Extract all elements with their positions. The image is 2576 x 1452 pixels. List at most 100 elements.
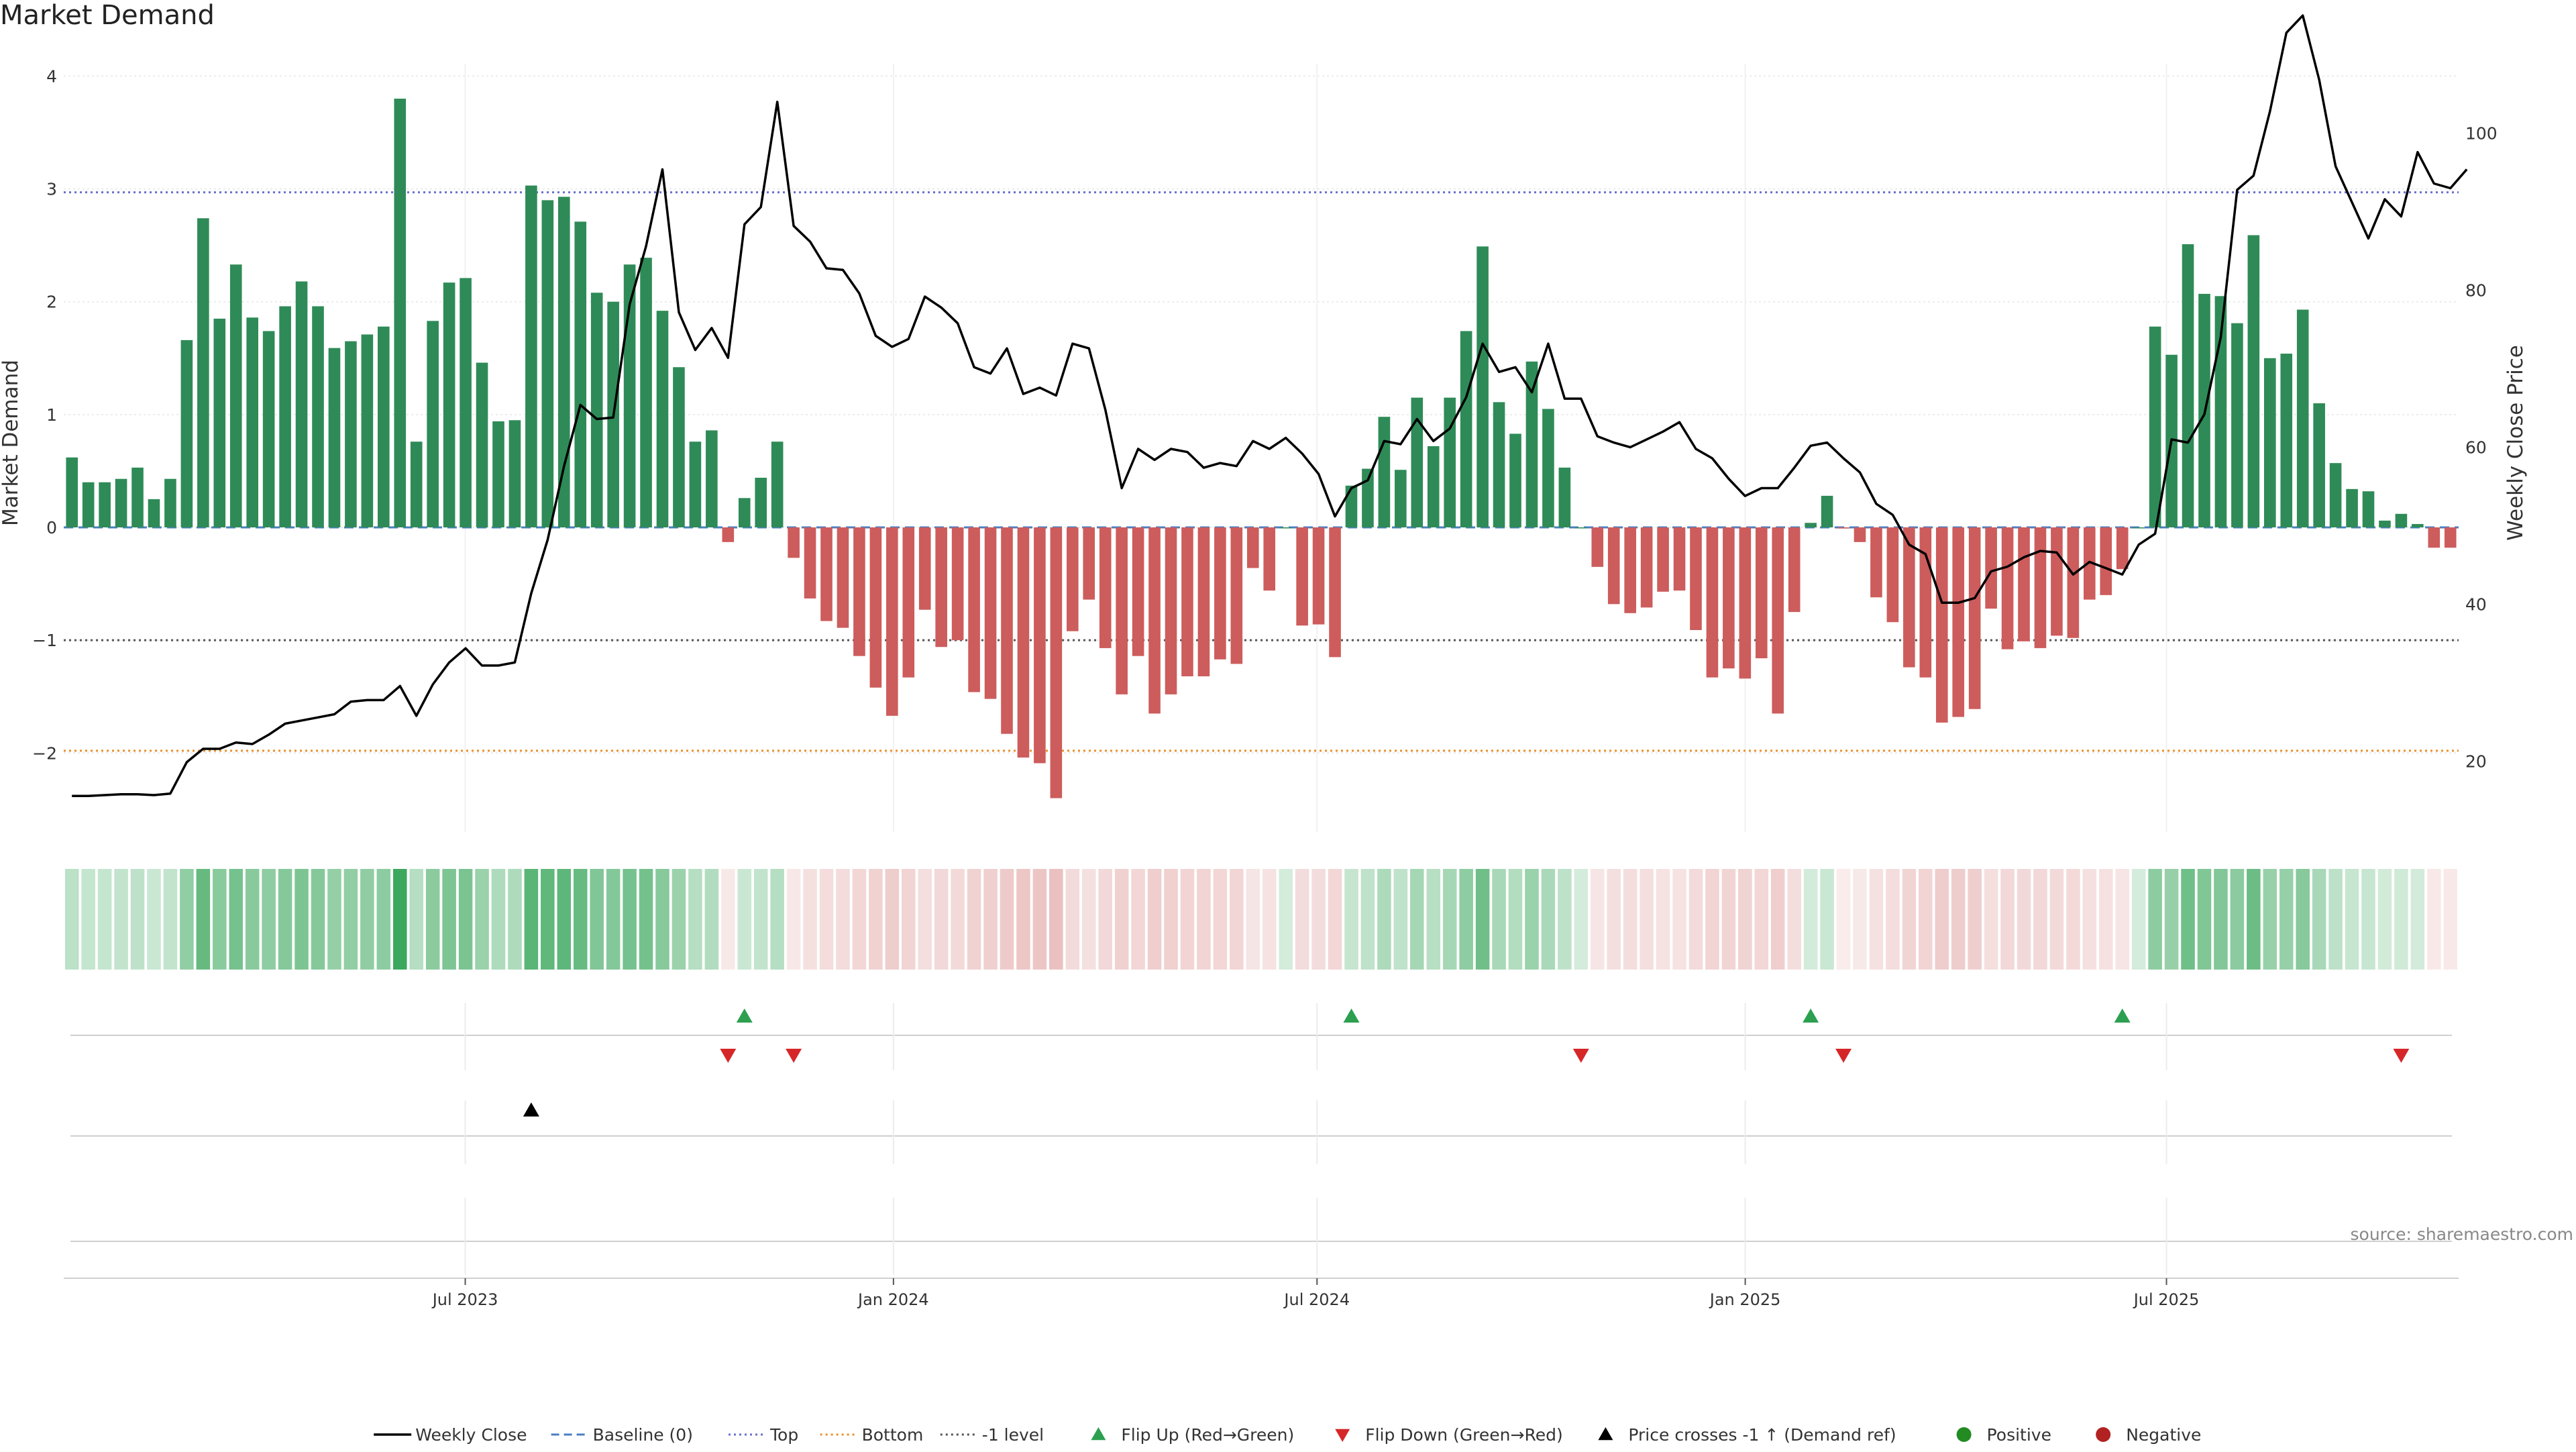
heat-cell xyxy=(2082,869,2097,970)
demand-bar xyxy=(590,293,603,527)
demand-bars xyxy=(66,99,2457,798)
heat-cell xyxy=(1426,869,1441,970)
flip-down-marker xyxy=(1572,1049,1589,1063)
demand-bar xyxy=(1640,527,1653,608)
heat-cell xyxy=(1754,869,1769,970)
demand-bar xyxy=(1575,527,1587,529)
x-tick-label: Jan 2025 xyxy=(1709,1290,1781,1309)
heat-cell xyxy=(836,869,850,970)
demand-bar xyxy=(2313,403,2325,527)
heat-cell xyxy=(2148,869,2162,970)
heat-cell xyxy=(2312,869,2326,970)
demand-bar xyxy=(1886,527,1899,623)
demand-bar xyxy=(902,527,915,678)
heat-cell xyxy=(2443,869,2458,970)
heat-cell xyxy=(2049,869,2064,970)
heat-cell xyxy=(704,869,719,970)
demand-bar xyxy=(1411,397,1424,527)
source-credit: source: sharemaestro.com xyxy=(2351,1225,2574,1244)
demand-bar xyxy=(1870,527,1882,598)
demand-bar xyxy=(2231,323,2243,527)
weekly-close-series xyxy=(72,14,2468,797)
legend-swatch-triangle-up xyxy=(1598,1427,1613,1441)
heat-cell xyxy=(934,869,949,970)
demand-bar xyxy=(1460,331,1472,527)
heat-cell xyxy=(2230,869,2245,970)
demand-bar xyxy=(345,341,357,527)
heat-cell xyxy=(2017,869,2031,970)
demand-bar xyxy=(886,527,898,716)
chart-title: Market Demand xyxy=(0,0,215,31)
heat-cell xyxy=(475,869,489,970)
demand-bar xyxy=(1050,527,1063,798)
x-tick-label: Jul 2024 xyxy=(1283,1290,1350,1309)
legend-label: Negative xyxy=(2126,1425,2201,1445)
demand-bar xyxy=(1378,417,1391,527)
heat-cell xyxy=(2263,869,2277,970)
y-tick-label: −1 xyxy=(32,631,57,650)
y-tick-label: 3 xyxy=(46,180,57,199)
demand-bar xyxy=(2346,488,2358,527)
demand-bar xyxy=(984,527,997,699)
demand-bar xyxy=(99,482,111,527)
heat-cell xyxy=(2296,869,2310,970)
heat-cell xyxy=(2427,869,2441,970)
demand-bar xyxy=(771,442,784,527)
demand-bar xyxy=(1854,527,1866,542)
demand-bar xyxy=(1312,527,1325,625)
x-tick-label: Jan 2024 xyxy=(857,1290,929,1309)
demand-bar xyxy=(1772,527,1784,714)
heat-cell xyxy=(458,869,473,970)
y2-tick-label: 40 xyxy=(2465,595,2487,615)
heat-cell xyxy=(983,869,998,970)
demand-bar xyxy=(295,281,308,527)
heat-cell xyxy=(360,869,374,970)
heat-cell xyxy=(1590,869,1605,970)
heat-cell xyxy=(951,869,965,970)
heat-cell xyxy=(2247,869,2261,970)
demand-bar xyxy=(115,478,127,527)
heat-cell xyxy=(918,869,932,970)
heat-cell xyxy=(2345,869,2359,970)
x-tick-label: Jul 2023 xyxy=(431,1290,498,1309)
demand-bar xyxy=(229,264,242,527)
demand-bar xyxy=(2034,527,2047,648)
y2-tick-label: 20 xyxy=(2465,752,2487,772)
heat-cell xyxy=(1770,869,1785,970)
heat-cell xyxy=(1787,869,1801,970)
demand-bar xyxy=(1739,527,1752,679)
legend-label: Baseline (0) xyxy=(593,1425,693,1445)
y-axis-label: Market Demand xyxy=(0,360,23,526)
heat-cell xyxy=(409,869,423,970)
demand-bar xyxy=(82,482,95,527)
heat-cell xyxy=(2099,869,2113,970)
demand-bar xyxy=(951,527,964,641)
heat-cell xyxy=(1065,869,1080,970)
heat-cell xyxy=(1886,869,1900,970)
heat-cell xyxy=(180,869,194,970)
heat-cell xyxy=(721,869,735,970)
demand-bar xyxy=(460,278,472,527)
heat-cell xyxy=(343,869,358,970)
reference-lines xyxy=(64,191,2459,752)
demand-bar xyxy=(2362,491,2375,527)
demand-bar xyxy=(262,331,275,527)
heat-cell xyxy=(442,869,456,970)
demand-bar xyxy=(197,218,209,527)
demand-bar xyxy=(443,282,455,527)
heat-cell xyxy=(1081,869,1096,970)
demand-bar xyxy=(557,197,570,527)
demand-bar xyxy=(378,326,390,527)
heat-cell xyxy=(1558,869,1572,970)
heat-cell xyxy=(1640,869,1654,970)
demand-bar xyxy=(2428,527,2440,548)
heat-cell xyxy=(1492,869,1506,970)
legend-label: Top xyxy=(769,1425,798,1445)
heat-cell xyxy=(1721,869,1736,970)
demand-bar xyxy=(1477,246,1489,527)
heat-cell xyxy=(803,869,817,970)
legend-swatch-triangle-down xyxy=(1335,1429,1350,1442)
demand-bar xyxy=(1066,527,1079,631)
demand-bar xyxy=(1919,527,1932,678)
demand-bar xyxy=(1935,527,1948,723)
